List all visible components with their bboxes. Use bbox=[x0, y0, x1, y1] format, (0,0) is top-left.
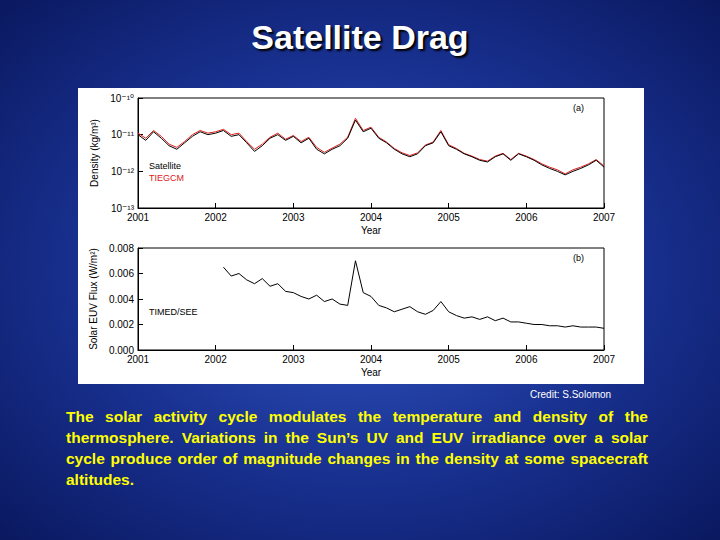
svg-text:(b): (b) bbox=[573, 253, 584, 263]
svg-text:10⁻¹³: 10⁻¹³ bbox=[110, 202, 134, 214]
svg-text:2005: 2005 bbox=[438, 212, 461, 223]
svg-text:2006: 2006 bbox=[515, 354, 538, 365]
svg-text:2007: 2007 bbox=[593, 354, 616, 365]
svg-text:10⁻¹⁰: 10⁻¹⁰ bbox=[110, 93, 134, 104]
svg-text:10⁻¹²: 10⁻¹² bbox=[111, 166, 135, 177]
html-text:The solar activity cycle modul: The solar activity cycle modulates the t… bbox=[66, 408, 648, 488]
svg-text:Year: Year bbox=[361, 367, 382, 378]
svg-text:2001: 2001 bbox=[127, 212, 150, 223]
svg-text:10⁻¹¹: 10⁻¹¹ bbox=[111, 129, 135, 140]
svg-text:2007: 2007 bbox=[593, 212, 616, 223]
svg-text:Year: Year bbox=[361, 225, 382, 236]
svg-text:TIEGCM: TIEGCM bbox=[149, 173, 184, 183]
svg-text:2003: 2003 bbox=[282, 354, 305, 365]
svg-text:Density (kg/m³): Density (kg/m³) bbox=[89, 119, 100, 187]
svg-text:2001: 2001 bbox=[127, 354, 150, 365]
svg-text:0.004: 0.004 bbox=[109, 294, 134, 305]
svg-text:0.002: 0.002 bbox=[109, 319, 134, 330]
svg-text:Solar EUV Flux (W/m²): Solar EUV Flux (W/m²) bbox=[88, 248, 99, 350]
svg-text:(a): (a) bbox=[573, 103, 584, 113]
svg-text:2002: 2002 bbox=[205, 212, 228, 223]
svg-text:2002: 2002 bbox=[205, 354, 228, 365]
svg-text:2005: 2005 bbox=[438, 354, 461, 365]
svg-text:2006: 2006 bbox=[515, 212, 538, 223]
svg-text:Satellite: Satellite bbox=[149, 161, 181, 171]
svg-text:2003: 2003 bbox=[282, 212, 305, 223]
svg-text:0.000: 0.000 bbox=[109, 344, 134, 356]
svg-text:TIMED/SEE: TIMED/SEE bbox=[149, 307, 198, 317]
svg-text:0.008: 0.008 bbox=[109, 243, 134, 254]
svg-text:2004: 2004 bbox=[360, 354, 383, 365]
svg-text:2004: 2004 bbox=[360, 212, 383, 223]
html-text:Satellite Drag: Satellite Drag bbox=[251, 18, 469, 56]
html-text:Credit: S.Solomon: Credit: S.Solomon bbox=[530, 389, 612, 400]
svg-text:0.006: 0.006 bbox=[109, 268, 134, 279]
